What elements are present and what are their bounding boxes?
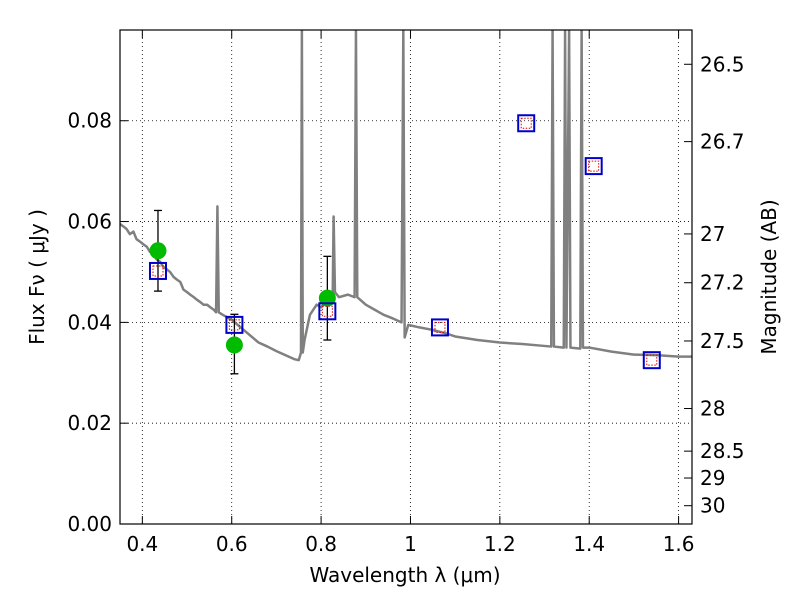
model-point [517,114,536,133]
model-point-inner [152,265,164,277]
x-tick-label: 0.4 [126,532,158,556]
observed-point [225,336,243,354]
magnitude-tick-label: 30 [700,494,725,518]
model-point-inner [228,319,240,331]
y-tick-label: 0.08 [67,109,112,133]
model-point-inner [588,160,600,172]
model-point-inner [321,305,333,317]
sed-model-curve [120,30,692,362]
model-point [318,302,337,321]
y-tick-label: 0.00 [67,512,112,536]
magnitude-tick-label: 29 [700,466,725,490]
x-tick-label: 1 [404,532,417,556]
model-point [642,351,661,370]
magnitude-tick-label: 27.2 [700,271,745,295]
y-axis-title: Flux Fν ( μJy ) [25,209,49,345]
model-point [584,157,603,176]
model-points-group [148,114,661,370]
x-tick-label: 1.2 [484,532,516,556]
y-tick-label: 0.02 [67,411,112,435]
model-point [148,261,167,280]
magnitude-tick-label: 28 [700,397,725,421]
model-point [430,318,449,337]
x-ticks: 0.4 0.6 0.8 1 1.2 1.4 1.6 [126,30,695,556]
observed-points-group [149,242,336,354]
grid-lines [120,30,692,525]
model-point-inner [520,117,532,129]
magnitude-tick-label: 28.5 [700,439,745,463]
x-tick-label: 0.8 [305,532,337,556]
magnitude-ticks: 26.5 26.7 27 27.2 27.5 28 28.5 29 30 [684,52,745,518]
magnitude-tick-label: 27 [700,222,725,246]
magnitude-axis-title: Magnitude (AB) [757,199,781,354]
plot-frame [119,29,693,525]
model-point-inner [434,321,446,333]
x-tick-label: 0.6 [216,532,248,556]
model-point-inner [646,354,658,366]
observed-point [318,289,336,307]
sed-model-curve-group [120,30,692,362]
y-tick-label: 0.06 [67,210,112,234]
magnitude-tick-label: 27.5 [700,329,745,353]
magnitude-tick-label: 26.7 [700,130,745,154]
y-ticks: 0.00 0.02 0.04 0.06 0.08 [67,109,128,536]
magnitude-tick-label: 26.5 [700,52,745,76]
y-tick-label: 0.04 [67,310,112,334]
observed-point [149,242,167,260]
x-tick-label: 1.6 [663,532,695,556]
x-axis-title: Wavelength λ (μm) [309,563,500,587]
model-point [225,315,244,334]
x-tick-label: 1.4 [573,532,605,556]
errorbar-group [153,209,332,375]
